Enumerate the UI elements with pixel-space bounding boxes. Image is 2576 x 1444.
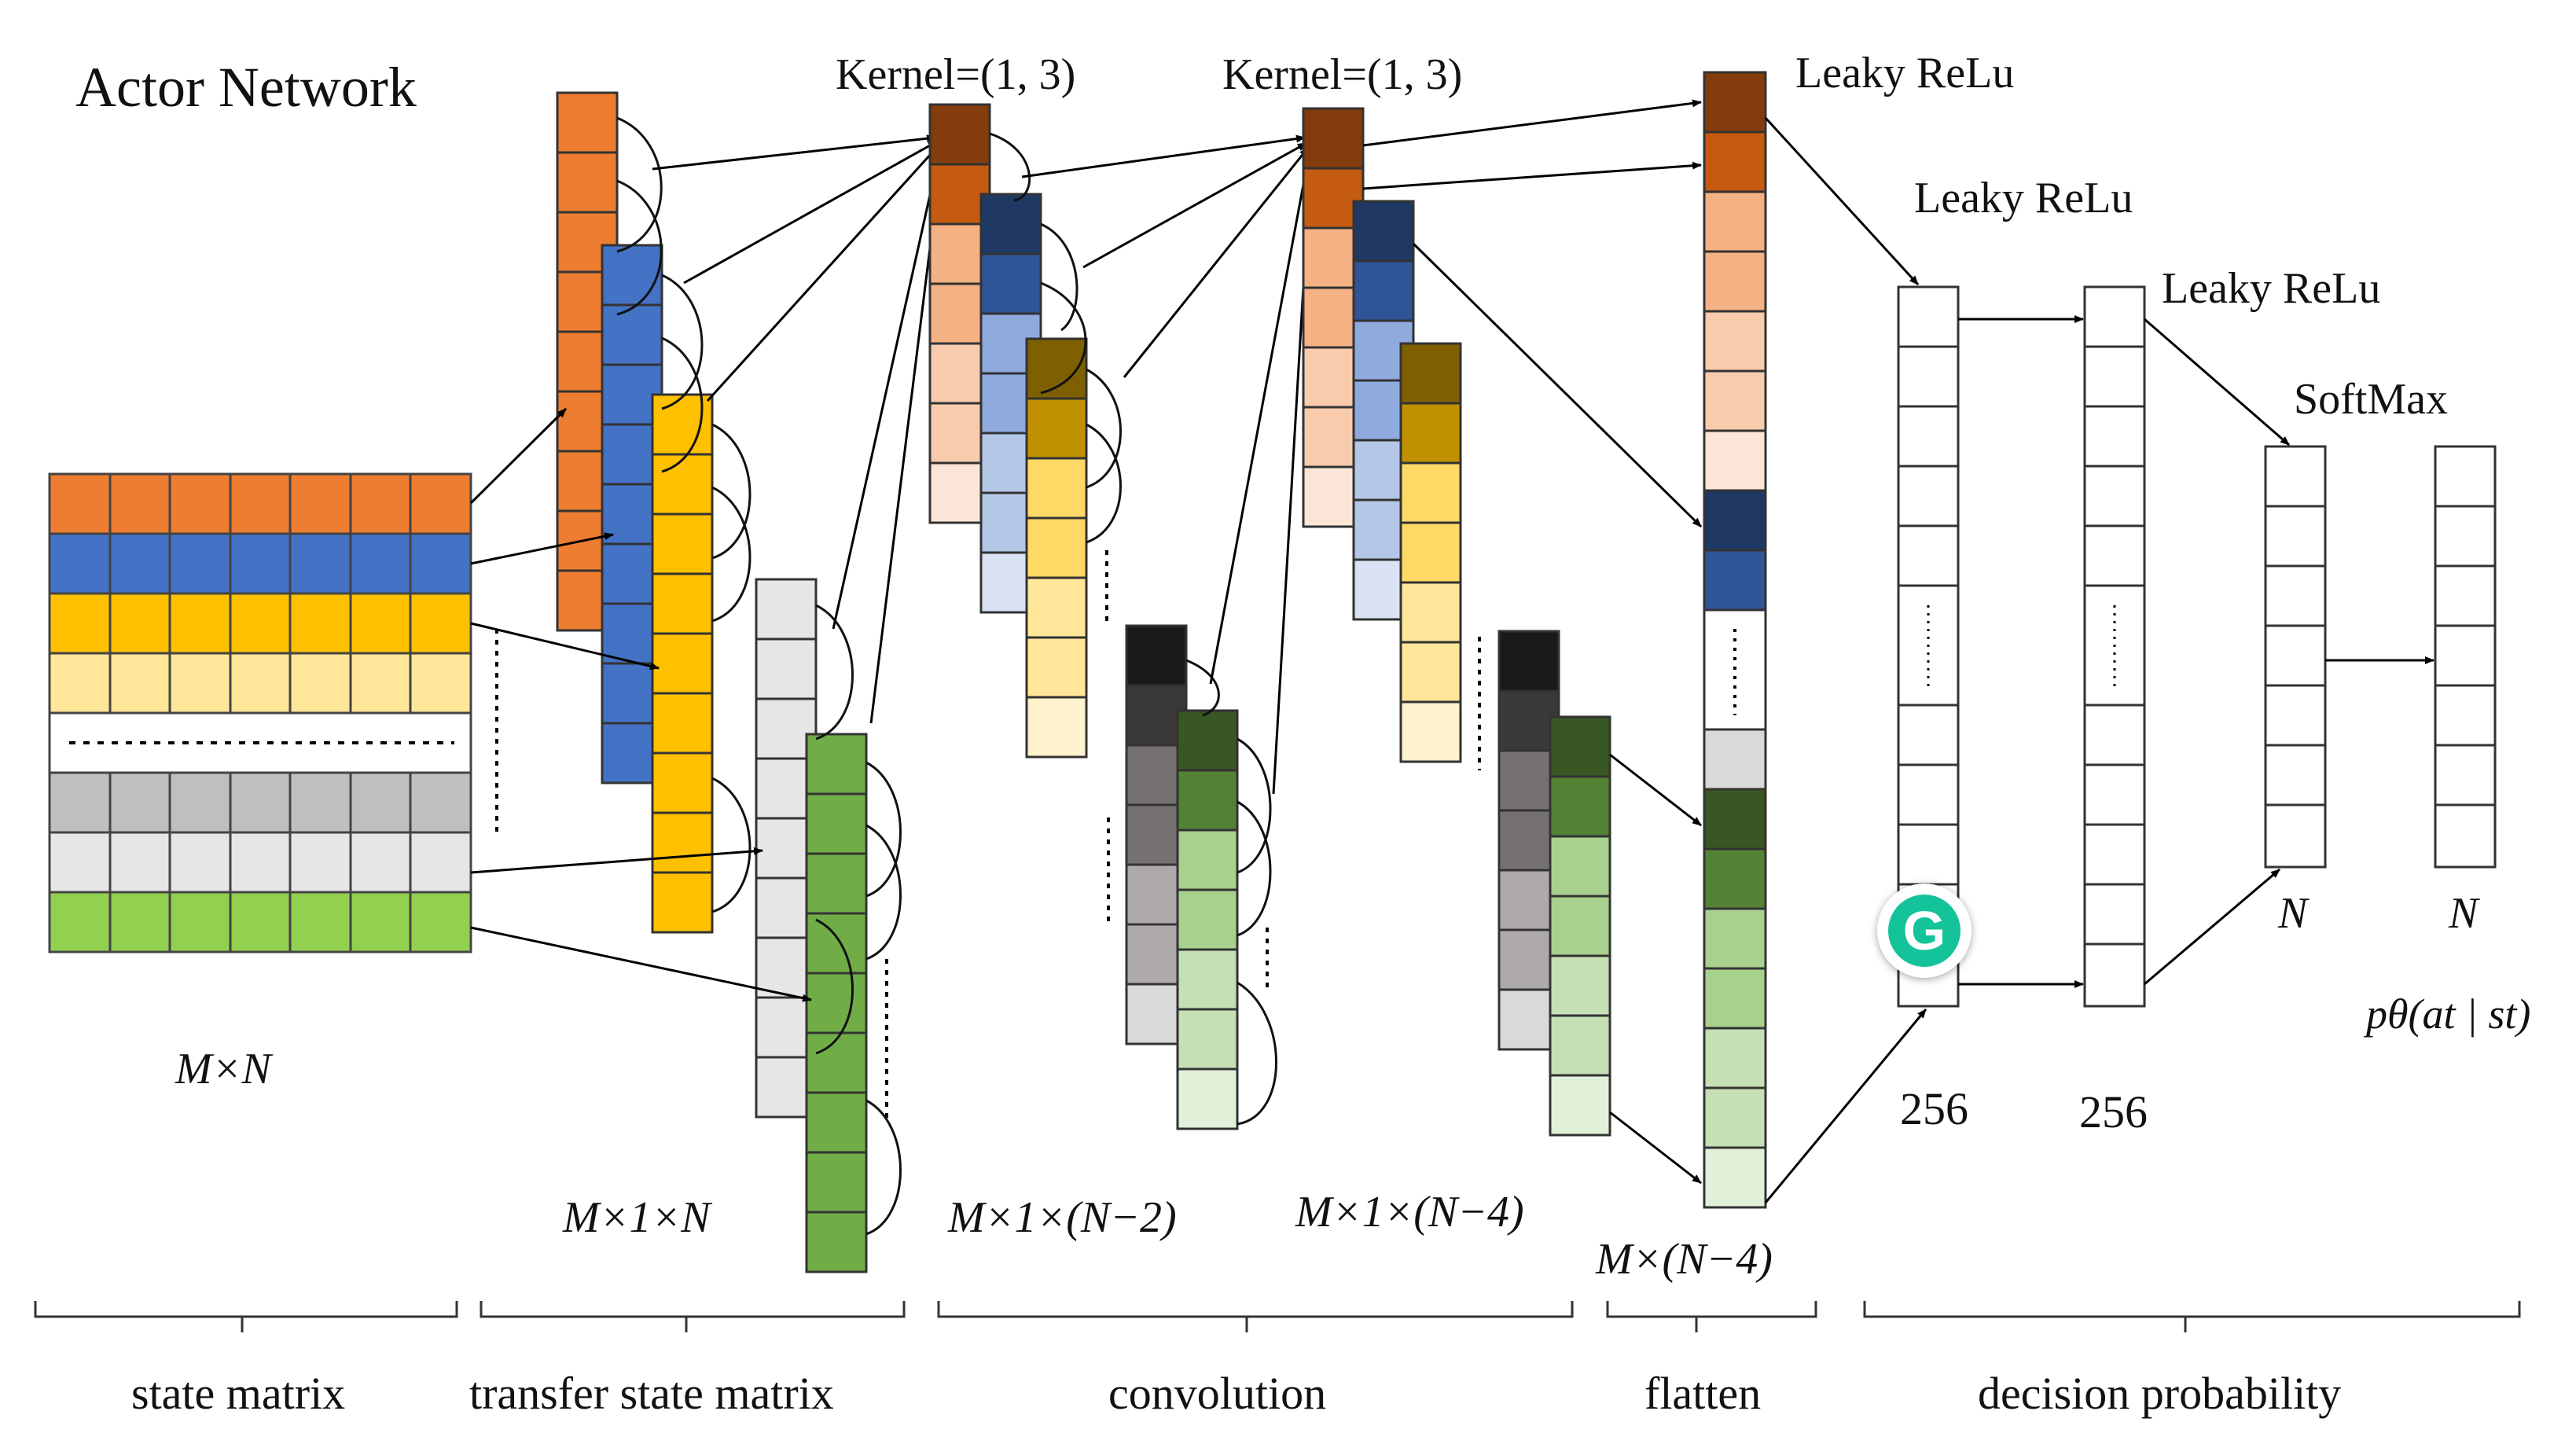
dim-label-fc2: 256 bbox=[2079, 1086, 2148, 1137]
conv1-column-green bbox=[1176, 709, 1239, 1130]
grammarly-badge[interactable]: G bbox=[1877, 884, 1972, 978]
policy-label: pθ(at | st) bbox=[2363, 990, 2530, 1038]
conv2-column-orange bbox=[1302, 107, 1365, 528]
section-label-state-matrix: state matrix bbox=[131, 1368, 345, 1419]
dim-label-fc3: N bbox=[2277, 889, 2310, 938]
conv1-column-orange bbox=[928, 103, 991, 524]
section-label-decision-probability: decision probability bbox=[1978, 1368, 2341, 1419]
kernel-label-2: Kernel=(1, 3) bbox=[1222, 50, 1462, 99]
state-matrix bbox=[48, 472, 472, 953]
activation-label-3: Leaky ReLu bbox=[2162, 264, 2380, 313]
activation-label-softmax: SoftMax bbox=[2294, 375, 2448, 424]
kernel-label-1: Kernel=(1, 3) bbox=[836, 50, 1075, 99]
diagram-title: Actor Network bbox=[75, 56, 417, 119]
state-row-orange bbox=[48, 472, 472, 535]
transfer-column-gold bbox=[651, 393, 714, 934]
state-row-gray bbox=[48, 771, 472, 834]
state-row-light-gray bbox=[48, 831, 472, 894]
dim-label-conv2: M×1×(N−4) bbox=[1295, 1188, 1524, 1236]
conv1-column-gray bbox=[1125, 624, 1188, 1045]
state-row-blue bbox=[48, 532, 472, 595]
fc-layer-3 bbox=[2264, 445, 2327, 869]
state-row-gold bbox=[48, 592, 472, 655]
dim-label-fc1: 256 bbox=[1900, 1083, 1968, 1134]
section-label-transfer-state-matrix: transfer state matrix bbox=[469, 1368, 834, 1419]
flatten-vector bbox=[1703, 71, 1767, 1209]
dim-label-transfer: M×1×N bbox=[562, 1193, 712, 1242]
activation-label-2: Leaky ReLu bbox=[1914, 174, 2133, 222]
section-label-convolution: convolution bbox=[1108, 1368, 1326, 1419]
state-row-green bbox=[48, 891, 472, 953]
fc-arrows bbox=[1764, 116, 2435, 1203]
transfer-column-green bbox=[805, 733, 868, 1273]
conv1-to-conv2-arrows bbox=[1021, 134, 1315, 795]
activation-label-1: Leaky ReLu bbox=[1795, 49, 2014, 97]
section-braces bbox=[34, 1301, 2521, 1332]
grammarly-g-icon: G bbox=[1888, 895, 1960, 967]
output-layer bbox=[2434, 445, 2497, 869]
conv2-column-gray bbox=[1497, 630, 1560, 1051]
dim-label-flatten: M×(N−4) bbox=[1595, 1235, 1773, 1284]
conv2-column-gold bbox=[1399, 342, 1462, 763]
dim-label-conv1: M×1×(N−2) bbox=[947, 1193, 1177, 1242]
conv2-column-green bbox=[1549, 715, 1611, 1137]
section-label-flatten: flatten bbox=[1644, 1368, 1761, 1419]
dim-label-state: M×N bbox=[175, 1045, 273, 1093]
dim-label-out: N bbox=[2448, 889, 2480, 938]
kernel-arcs-transfer bbox=[616, 116, 902, 1236]
conv2-to-flatten-arrows bbox=[1362, 99, 1703, 1185]
kernel-arcs-conv1 bbox=[989, 132, 1277, 1126]
state-row-light-gold bbox=[48, 652, 472, 715]
state-to-transfer-arrows bbox=[469, 407, 812, 1002]
conv1-column-gold bbox=[1025, 337, 1088, 759]
